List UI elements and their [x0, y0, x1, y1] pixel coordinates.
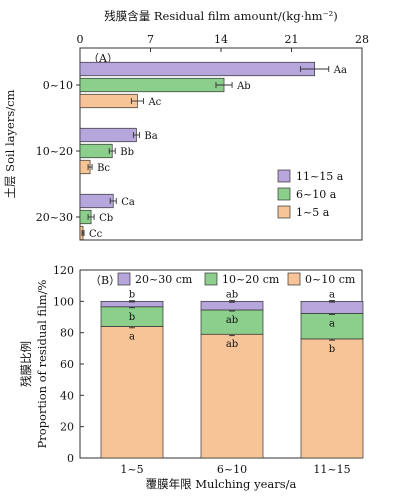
- panel-b-significance-label: a: [129, 331, 135, 342]
- panel-b-legend-label: 20~30 cm: [135, 273, 193, 286]
- panel-a-category-label: 20~30: [36, 211, 73, 224]
- panel-b-legend-label: 0~10 cm: [305, 273, 356, 286]
- panel-a-bar: [79, 127, 137, 143]
- panel-b-ytick-label: 100: [53, 295, 74, 308]
- panel-a-significance-label: Cb: [99, 213, 113, 224]
- panel-b-bar-segment: [200, 333, 264, 459]
- panel-b-legend-swatch: [117, 272, 131, 286]
- panel-a-legend-swatch: [277, 205, 291, 219]
- panel-b-significance-label: a: [329, 289, 335, 300]
- panel-b-bar-segment: [100, 326, 164, 459]
- panel-a-significance-label: Ca: [121, 197, 135, 208]
- panel-a-bar: [79, 93, 138, 109]
- panel-a-category-label: 10~20: [36, 145, 73, 158]
- panel-a-significance-label: Ba: [144, 131, 157, 142]
- panel-a-legend-label: 6~10 a: [296, 188, 337, 201]
- panel-a-legend-label: 1~5 a: [296, 206, 330, 219]
- panel-a-title: 残膜含量 Residual film amount/(kg·hm⁻²): [104, 9, 338, 23]
- panel-b-significance-label: ab: [226, 289, 238, 300]
- panel-a-category-label: 0~10: [43, 79, 73, 92]
- panel-a-significance-label: Aa: [333, 65, 347, 76]
- panel-b-legend-swatch: [204, 272, 218, 286]
- panel-b-bar-segment: [300, 313, 364, 340]
- panel-b-ytick-label: 80: [60, 327, 74, 340]
- panel-a-significance-label: Cc: [89, 229, 103, 240]
- panel-a-legend-swatch: [277, 169, 291, 183]
- panel-b-category-label: 1~5: [120, 463, 143, 476]
- panel-b-ytick-label: 120: [53, 264, 74, 277]
- panel-b-legend-label: 10~20 cm: [222, 273, 280, 286]
- panel-a-significance-label: Bb: [120, 147, 134, 158]
- panel-a-legend-swatch: [277, 187, 291, 201]
- panel-a-bar: [79, 77, 225, 93]
- panel-a-bar: [79, 61, 316, 77]
- panel-a-xtick-label: 0: [77, 33, 84, 46]
- panel-b-significance-label: b: [129, 289, 135, 300]
- panel-a-bar: [79, 193, 114, 209]
- panel-b-bar-segment: [300, 300, 364, 314]
- panel-b-significance-label: b: [329, 344, 335, 355]
- panel-b-significance-label: a: [329, 318, 335, 329]
- panel-a-significance-label: Bc: [97, 163, 110, 174]
- panel-a-xtick-label: 21: [285, 33, 299, 46]
- panel-a-legend-label: 11~15 a: [296, 170, 344, 183]
- panel-b-significance-label: ab: [226, 315, 238, 326]
- panel-b-xlabel: 覆膜年限 Mulching years/a: [146, 477, 297, 491]
- panel-b-legend-swatch: [287, 272, 301, 286]
- panel-b-bar-segment: [200, 309, 264, 335]
- panel-a-significance-label: Ac: [147, 97, 161, 108]
- panel-b-ylabel: Proportion of residual film/%: [35, 279, 49, 448]
- panel-a-significance-label: Ab: [236, 81, 251, 92]
- panel-b-ytick-label: 60: [60, 358, 74, 371]
- panel-b-significance-label: b: [129, 312, 135, 323]
- panel-b-significance-label: ab: [226, 339, 238, 350]
- panel-a-xtick-label: 28: [355, 33, 369, 46]
- panel-b-ytick-label: 40: [60, 389, 74, 402]
- panel-a-xtick-label: 14: [214, 33, 228, 46]
- panel-a-xtick-label: 7: [147, 33, 154, 46]
- panel-a-bar: [79, 143, 113, 159]
- panel-b-ytick-label: 20: [60, 421, 74, 434]
- panel-a-ylabel: 土层 Soil layers/cm: [3, 89, 17, 198]
- panel-a-tag: （A）: [88, 52, 118, 65]
- panel-b-ytick-label: 0: [67, 452, 74, 465]
- panel-b-category-label: 6~10: [217, 463, 247, 476]
- panel-b-category-label: 11~15: [313, 463, 350, 476]
- panel-b-ylabel: 残膜比例: [19, 341, 33, 387]
- panel-b-tag: （B）: [90, 274, 120, 287]
- panel-b-bar-segment: [300, 338, 364, 459]
